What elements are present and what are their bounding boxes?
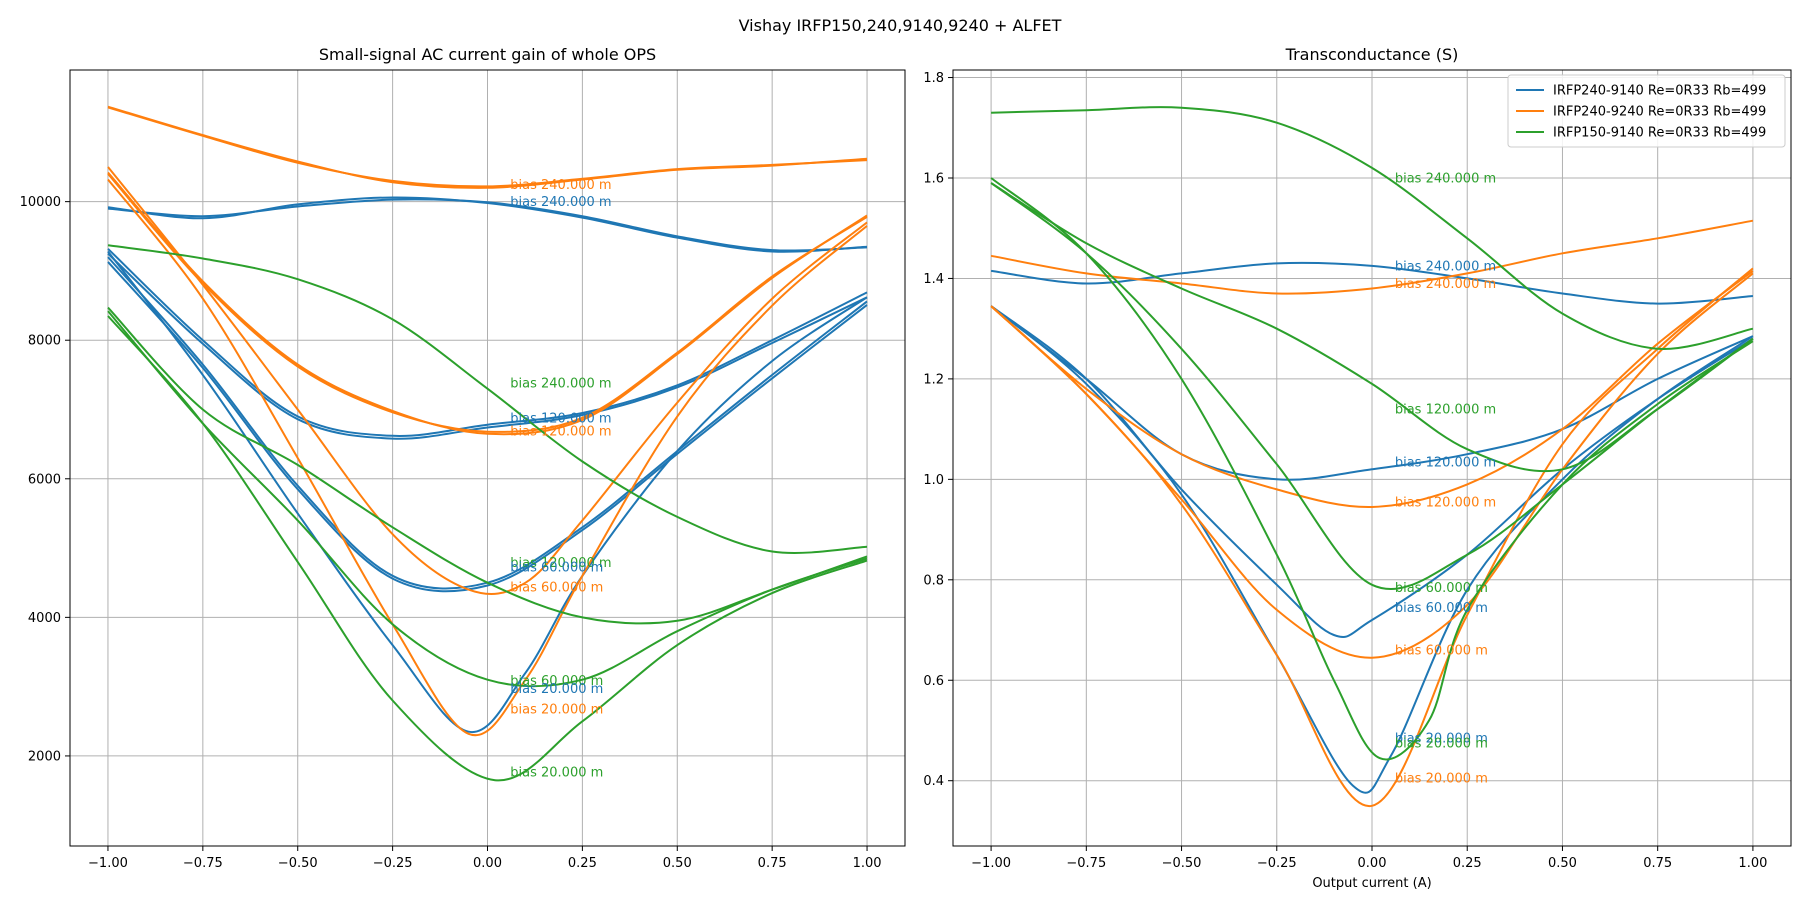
chart2-annotation-10: bias 20.000 m bbox=[1395, 737, 1488, 752]
chart2-line-irfp240-9240-bias-120-5 bbox=[990, 270, 1754, 509]
chart1-ytick-label-3: 8000 bbox=[28, 334, 61, 349]
chart2-line-irfp150-9140-bias-240-8 bbox=[991, 106, 1754, 350]
chart1-line-irfp240-9140-bias-120-3 bbox=[107, 252, 868, 440]
chart2-xtick-label-1: −0.75 bbox=[1066, 856, 1106, 871]
chart2-line-irfp240-9240-bias-20-7 bbox=[990, 267, 1754, 807]
chart1-xtick-label-3: −0.25 bbox=[373, 856, 413, 871]
chart1-line-irfp240-9140-bias-120-2 bbox=[107, 248, 868, 437]
chart1-xtick-label-4: 0.00 bbox=[473, 856, 502, 871]
chart1-xtick-label-5: 0.25 bbox=[568, 856, 597, 871]
chart2-legend-label-2: IRFP150-9140 Re=0R33 Rb=499 bbox=[1553, 126, 1766, 141]
chart2-annotation-2: bias 240.000 m bbox=[1395, 277, 1496, 292]
chart1-line-irfp240-9240-bias-120-10 bbox=[107, 173, 868, 433]
chart1-line-irfp240-9240-bias-240-8 bbox=[107, 106, 868, 188]
chart2-xtick-label-0: −1.00 bbox=[971, 856, 1011, 871]
chart1-annotation-1: bias 240.000 m bbox=[510, 195, 611, 210]
chart2-line-irfp240-9140-bias-240-0 bbox=[990, 261, 1753, 305]
right-chart-transconductance: −1.00 −0.75 −0.50 −0.25 0.00 0.25 0.50 0.75 1.00… bbox=[923, 45, 1792, 891]
left-chart-gain: −1.00 −0.75 −0.50 −0.25 0.00 0.25 0.50 0.75 1.00… bbox=[20, 45, 906, 871]
chart2-xtick-label-3: −0.25 bbox=[1257, 856, 1297, 871]
chart2-ytick-label-7: 1.8 bbox=[923, 71, 944, 86]
chart2-xaxis-label: Output current (A) bbox=[1312, 876, 1431, 891]
chart1-annotation-6: bias 60.000 m bbox=[510, 560, 603, 575]
chart2-annotation-0: bias 240.000 m bbox=[1395, 171, 1496, 186]
chart2-xtick-label-4: 0.00 bbox=[1358, 856, 1387, 871]
chart1-line-irfp240-9240-bias-120-9 bbox=[107, 171, 868, 436]
chart2-line-irfp240-9140-bias-20-3 bbox=[990, 305, 1754, 794]
chart2-ytick-label-0: 0.4 bbox=[923, 774, 944, 789]
chart1-ytick-label-1: 4000 bbox=[28, 611, 61, 626]
chart1-ytick-label-0: 2000 bbox=[28, 749, 61, 764]
chart2-xtick-label-8: 1.00 bbox=[1738, 856, 1767, 871]
chart2-xtick-label-5: 0.25 bbox=[1453, 856, 1482, 871]
chart1-annotation-8: bias 60.000 m bbox=[510, 674, 603, 689]
chart1-line-irfp240-9140-bias-60-5 bbox=[107, 261, 868, 593]
chart2-annotation-8: bias 60.000 m bbox=[1395, 644, 1488, 659]
chart1-xtick-label-1: −0.75 bbox=[183, 856, 223, 871]
chart1-annotation-11: bias 20.000 m bbox=[510, 765, 603, 780]
chart1-annotation-0: bias 240.000 m bbox=[510, 178, 611, 193]
chart1-line-irfp240-9140-bias-20-6 bbox=[107, 250, 868, 733]
chart2-ytick-label-3: 1.0 bbox=[923, 473, 944, 488]
chart2-annotation-11: bias 20.000 m bbox=[1395, 772, 1488, 787]
chart2-legend: IRFP240-9140 Re=0R33 Rb=499 IRFP240-9240 … bbox=[1507, 74, 1786, 148]
chart1-ytick-label-4: 10000 bbox=[20, 195, 61, 210]
chart2-annotation-9: bias 20.000 m bbox=[1395, 732, 1488, 747]
chart1-line-irfp150-9140-bias-240-13 bbox=[107, 244, 868, 554]
chart2-annotation-5: bias 120.000 m bbox=[1395, 495, 1496, 510]
chart1-xtick-label-7: 0.75 bbox=[758, 856, 787, 871]
chart1-xtick-label-0: −1.00 bbox=[88, 856, 128, 871]
chart2-line-irfp150-9140-bias-20-11 bbox=[990, 177, 1754, 761]
chart1-line-irfp240-9240-bias-60-11 bbox=[107, 166, 868, 596]
chart2-title: Transconductance (S) bbox=[1285, 45, 1459, 64]
chart2-line-irfp240-9140-bias-60-2 bbox=[990, 305, 1754, 639]
chart2-ytick-label-2: 0.8 bbox=[923, 573, 944, 588]
chart1-annotation-4: bias 120.000 m bbox=[510, 424, 611, 439]
chart1-xtick-label-2: −0.50 bbox=[278, 856, 318, 871]
chart1-title: Small-signal AC current gain of whole OP… bbox=[319, 45, 656, 64]
chart1-ytick-label-2: 6000 bbox=[28, 472, 61, 487]
chart1-annotation-7: bias 60.000 m bbox=[510, 580, 603, 595]
chart2-line-irfp240-9240-bias-240-4 bbox=[990, 219, 1754, 295]
chart2-annotation-3: bias 120.000 m bbox=[1395, 403, 1496, 418]
chart1-annotation-10: bias 20.000 m bbox=[510, 702, 603, 717]
chart2-legend-label-0: IRFP240-9140 Re=0R33 Rb=499 bbox=[1553, 84, 1766, 99]
chart1-annotation-5: bias 120.000 m bbox=[510, 556, 611, 571]
chart1-line-irfp150-9140-bias-60-15 bbox=[107, 310, 868, 688]
figure-title: Vishay IRFP150,240,9140,9240 + ALFET bbox=[739, 16, 1062, 35]
chart2-ytick-label-5: 1.4 bbox=[923, 272, 944, 287]
chart2-xtick-label-7: 0.75 bbox=[1643, 856, 1672, 871]
chart1-line-irfp150-9140-bias-20-16 bbox=[107, 315, 868, 782]
chart2-xtick-label-2: −0.50 bbox=[1162, 856, 1202, 871]
chart2-annotation-6: bias 60.000 m bbox=[1395, 581, 1488, 596]
chart1-xtick-label-8: 1.00 bbox=[853, 856, 882, 871]
chart2-series-group bbox=[990, 106, 1754, 807]
chart1-line-irfp240-9140-bias-240-1 bbox=[107, 198, 868, 252]
chart2-annotation-4: bias 120.000 m bbox=[1395, 455, 1496, 470]
chart2-line-irfp150-9140-bias-60-10 bbox=[990, 182, 1754, 591]
chart2-xtick-label-6: 0.50 bbox=[1548, 856, 1577, 871]
chart1-annotation-3: bias 120.000 m bbox=[510, 411, 611, 426]
chart2-annotation-1: bias 240.000 m bbox=[1395, 259, 1496, 274]
chart1-series-group bbox=[107, 105, 868, 782]
chart1-line-irfp240-9240-bias-20-12 bbox=[107, 178, 868, 737]
chart2-ytick-label-4: 1.2 bbox=[923, 372, 944, 387]
chart2-annotation-7: bias 60.000 m bbox=[1395, 601, 1488, 616]
chart1-annotation-9: bias 20.000 m bbox=[510, 682, 603, 697]
chart2-legend-box bbox=[1507, 74, 1786, 148]
chart1-annotation-2: bias 240.000 m bbox=[510, 377, 611, 392]
chart2-ytick-label-6: 1.6 bbox=[923, 171, 944, 186]
chart2-ytick-label-1: 0.6 bbox=[923, 674, 944, 689]
chart2-line-irfp240-9140-bias-120-1 bbox=[990, 305, 1754, 481]
chart1-xtick-label-6: 0.50 bbox=[663, 856, 692, 871]
chart2-legend-label-1: IRFP240-9240 Re=0R33 Rb=499 bbox=[1553, 105, 1766, 120]
